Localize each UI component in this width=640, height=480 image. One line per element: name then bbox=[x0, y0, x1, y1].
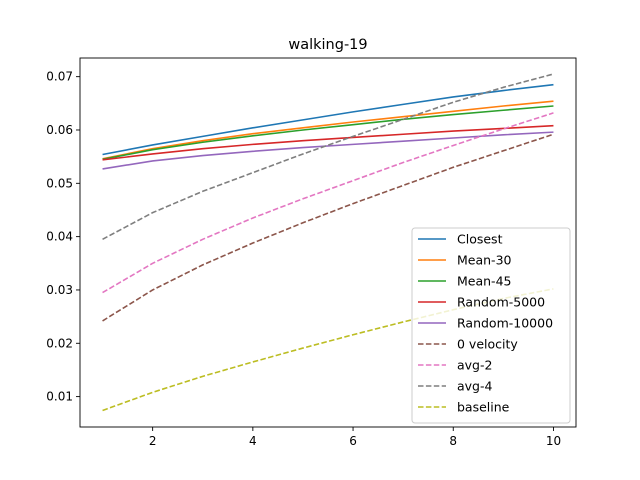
legend-label-4: Random-10000 bbox=[457, 316, 553, 331]
legend-label-7: avg-4 bbox=[457, 379, 493, 394]
y-tick-label-5: 0.06 bbox=[46, 123, 73, 137]
series-line-2 bbox=[102, 105, 554, 161]
legend-label-8: baseline bbox=[457, 400, 510, 415]
legend: Closest Mean-30 Mean-45 Random-5000 Random-1… bbox=[411, 227, 571, 424]
x-tick-label-3: 8 bbox=[449, 434, 457, 448]
legend-box bbox=[411, 227, 571, 424]
legend-label-6: avg-2 bbox=[457, 358, 492, 373]
legend-label-5: 0 velocity bbox=[457, 337, 518, 352]
x-tick-label-1: 4 bbox=[249, 434, 257, 448]
axes: 2 4 6 8 10 0.01 0.02 0.03 0.04 0.05 0.06 0.07 bbox=[46, 57, 577, 448]
y-tick-label-3: 0.04 bbox=[46, 230, 73, 244]
plot-area bbox=[102, 73, 554, 412]
y-tick-label-1: 0.02 bbox=[46, 336, 73, 350]
x-tick-label-2: 6 bbox=[349, 434, 357, 448]
legend-label-2: Mean-45 bbox=[457, 274, 511, 289]
series-line-1 bbox=[102, 100, 554, 160]
x-tick-label-4: 10 bbox=[546, 434, 561, 448]
y-tick-label-2: 0.03 bbox=[46, 283, 73, 297]
y-tick-label-6: 0.07 bbox=[46, 70, 73, 84]
x-tick-label-0: 2 bbox=[149, 434, 157, 448]
series-line-0 bbox=[102, 83, 554, 156]
chart-title: walking-19 bbox=[288, 37, 367, 53]
series-line-6 bbox=[102, 112, 554, 294]
y-tick-label-4: 0.05 bbox=[46, 176, 73, 190]
legend-label-0: Closest bbox=[457, 232, 503, 247]
legend-label-1: Mean-30 bbox=[457, 253, 512, 268]
legend-label-3: Random-5000 bbox=[457, 295, 545, 310]
plot-frame bbox=[79, 57, 577, 428]
series-line-7 bbox=[102, 73, 554, 241]
series-line-4 bbox=[102, 131, 554, 170]
series-line-3 bbox=[102, 124, 554, 161]
y-tick-label-0: 0.01 bbox=[46, 390, 73, 404]
